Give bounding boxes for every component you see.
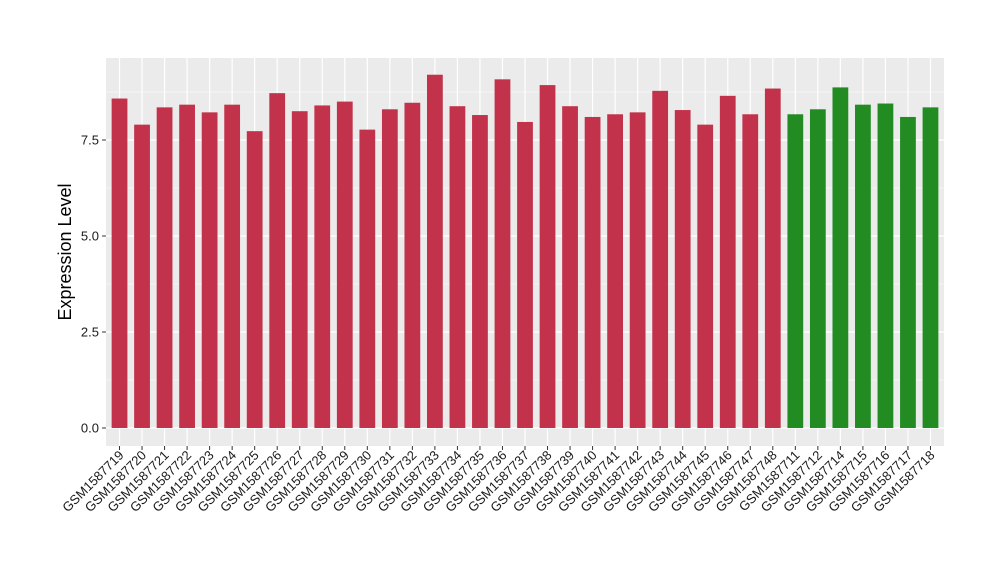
bar-GSM1587715 (855, 104, 871, 428)
bar-GSM1587721 (156, 107, 173, 429)
bar-GSM1587726 (269, 93, 286, 428)
bar-GSM1587718 (922, 107, 939, 429)
bar-GSM1587711 (787, 114, 804, 428)
bar-GSM1587712 (809, 109, 826, 428)
bar-GSM1587738 (539, 85, 556, 428)
bar-GSM1587725 (246, 131, 263, 428)
bar-GSM1587717 (900, 116, 916, 429)
bar-GSM1587731 (381, 109, 398, 428)
bar-GSM1587714 (832, 87, 849, 428)
bar-GSM1587740 (584, 116, 601, 429)
bar-GSM1587739 (562, 106, 578, 428)
bar-GSM1587716 (877, 103, 894, 429)
y-tick-label: 5.0 (81, 229, 99, 244)
bar-GSM1587744 (674, 110, 691, 428)
bar-GSM1587743 (652, 90, 669, 429)
bar-GSM1587733 (427, 74, 443, 428)
bar-GSM1587719 (111, 98, 128, 428)
bar-GSM1587747 (742, 114, 759, 428)
x-axis: GSM1587719GSM1587720GSM1587721GSM1587722… (59, 446, 938, 515)
bar-GSM1587737 (517, 121, 533, 429)
bar-GSM1587742 (629, 112, 646, 429)
bar-GSM1587722 (179, 104, 195, 428)
bar-GSM1587729 (336, 101, 353, 428)
bar-GSM1587727 (291, 111, 308, 428)
bar-GSM1587746 (719, 95, 736, 428)
bar-GSM1587723 (201, 112, 218, 429)
bar-GSM1587735 (472, 115, 488, 428)
bar-GSM1587728 (314, 105, 331, 428)
bar-GSM1587730 (359, 129, 376, 428)
bars (111, 74, 939, 429)
y-tick-label: 0.0 (81, 421, 99, 436)
y-axis-title: Expression Level (55, 183, 75, 320)
y-axis: 0.0 2.5 5.0 7.5 (81, 133, 106, 436)
bar-GSM1587741 (607, 114, 623, 428)
bar-GSM1587720 (134, 124, 150, 428)
bar-GSM1587736 (494, 79, 511, 428)
bar-GSM1587732 (404, 102, 421, 428)
bar-GSM1587724 (224, 104, 241, 428)
y-tick-label: 7.5 (81, 133, 99, 148)
bar-GSM1587748 (764, 88, 781, 428)
bar-GSM1587734 (449, 106, 466, 428)
y-tick-label: 2.5 (81, 325, 99, 340)
bar-GSM1587745 (697, 124, 714, 428)
